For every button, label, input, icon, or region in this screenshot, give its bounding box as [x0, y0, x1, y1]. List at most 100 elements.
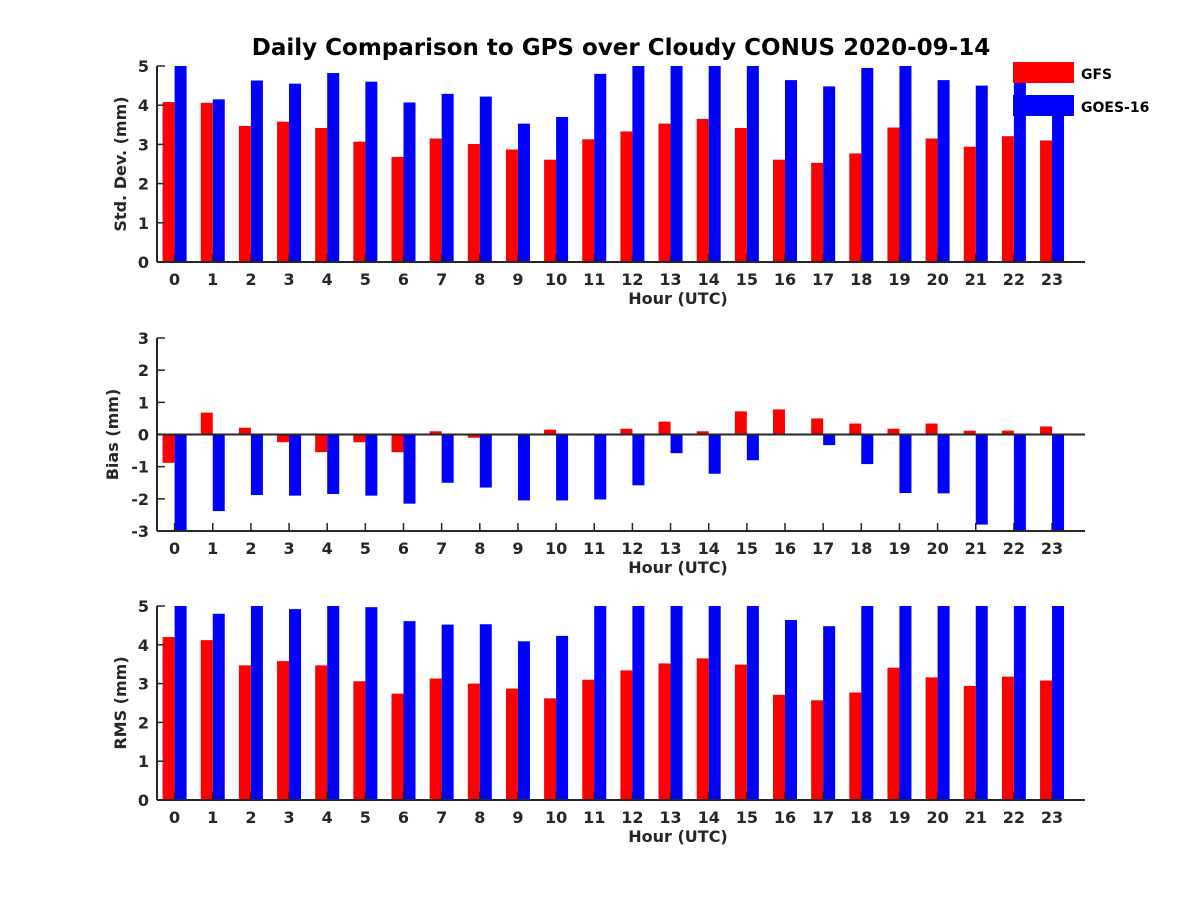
- bar-goes16-5: [365, 607, 378, 800]
- x-tick-label: 23: [1041, 270, 1063, 289]
- bar-goes16-17: [823, 86, 836, 262]
- bar-goes16-0: [174, 434, 187, 531]
- bar-goes16-21: [975, 606, 988, 800]
- bar-goes16-7: [441, 434, 454, 483]
- x-tick-label: 1: [207, 808, 218, 827]
- bar-gfs-13: [658, 663, 671, 800]
- bar-goes16-22: [1013, 77, 1026, 262]
- bar-goes16-4: [327, 606, 340, 800]
- bar-gfs-20: [925, 138, 938, 262]
- bar-goes16-18: [861, 67, 874, 263]
- bar-gfs-20: [925, 677, 938, 800]
- bar-gfs-3: [277, 121, 290, 262]
- bar-goes16-1: [212, 434, 225, 512]
- x-tick-label: 12: [621, 270, 643, 289]
- x-tick-label: 13: [659, 270, 681, 289]
- bar-gfs-11: [582, 139, 595, 262]
- x-tick-label: 20: [926, 539, 948, 558]
- x-tick-label: 8: [474, 270, 485, 289]
- x-tick-label: 22: [1003, 539, 1025, 558]
- x-tick-label: 8: [474, 539, 485, 558]
- bar-gfs-3: [277, 434, 290, 443]
- bar-gfs-11: [582, 679, 595, 800]
- x-tick-label: 10: [545, 270, 567, 289]
- bar-gfs-7: [429, 678, 442, 800]
- bar-gfs-5: [353, 141, 366, 262]
- bar-goes16-5: [365, 81, 378, 263]
- bar-goes16-15: [746, 606, 759, 800]
- bar-goes16-14: [708, 66, 721, 262]
- x-tick-label: 18: [850, 539, 872, 558]
- x-tick-label: 4: [322, 808, 333, 827]
- bar-gfs-12: [620, 428, 633, 435]
- x-tick-label: 19: [888, 539, 910, 558]
- y-tick-label: -3: [131, 522, 149, 541]
- x-tick-label: 16: [774, 808, 796, 827]
- y-tick-label: 1: [138, 393, 149, 412]
- y-tick-label: 2: [138, 175, 149, 194]
- x-tick-label: 16: [774, 270, 796, 289]
- bar-gfs-19: [887, 127, 900, 262]
- bar-gfs-6: [391, 156, 404, 262]
- y-tick-label: 3: [138, 135, 149, 154]
- x-tick-label: 3: [283, 270, 294, 289]
- x-tick-label: 8: [474, 808, 485, 827]
- x-tick-label: 0: [169, 539, 180, 558]
- x-tick-label: 19: [888, 808, 910, 827]
- bar-goes16-10: [556, 116, 569, 263]
- x-tick-label: 7: [436, 539, 447, 558]
- y-tick-label: 5: [138, 597, 149, 616]
- bar-gfs-2: [238, 125, 251, 262]
- legend: GFS GOES-16: [1013, 62, 1149, 116]
- bar-gfs-7: [429, 431, 442, 435]
- bar-gfs-19: [887, 428, 900, 435]
- bar-gfs-23: [1040, 680, 1053, 800]
- y-tick-label: 3: [138, 675, 149, 694]
- y-tick-label: 2: [138, 713, 149, 732]
- x-tick-label: 5: [360, 808, 371, 827]
- bar-goes16-20: [937, 434, 950, 494]
- bar-gfs-8: [467, 144, 480, 262]
- bar-goes16-13: [670, 66, 683, 262]
- bar-goes16-2: [250, 434, 263, 495]
- x-tick-label: 9: [512, 270, 523, 289]
- bar-goes16-16: [785, 619, 797, 800]
- bar-gfs-19: [887, 667, 900, 800]
- y-tick-label: 5: [138, 57, 149, 76]
- bar-goes16-5: [365, 434, 378, 496]
- x-tick-label: 10: [545, 539, 567, 558]
- bar-gfs-3: [277, 661, 290, 800]
- bar-goes16-23: [1052, 606, 1065, 800]
- x-tick-label: 18: [850, 270, 872, 289]
- bar-gfs-1: [200, 102, 213, 262]
- bar-goes16-7: [441, 93, 454, 262]
- bar-goes16-7: [441, 624, 454, 800]
- bar-gfs-15: [734, 127, 747, 262]
- x-tick-label: 3: [283, 539, 294, 558]
- legend-label-gfs: GFS: [1081, 67, 1112, 83]
- bar-gfs-1: [200, 640, 213, 800]
- x-tick-label: 6: [398, 270, 409, 289]
- bar-goes16-22: [1013, 606, 1026, 800]
- bar-gfs-9: [505, 688, 518, 800]
- bar-goes16-21: [975, 434, 988, 525]
- bar-goes16-15: [746, 434, 759, 461]
- bar-goes16-2: [250, 80, 263, 262]
- bar-goes16-4: [327, 73, 340, 262]
- y-tick-label: 1: [138, 214, 149, 233]
- x-tick-label: 13: [659, 808, 681, 827]
- bar-goes16-8: [479, 96, 492, 262]
- bar-goes16-19: [899, 66, 912, 262]
- x-tick-label: 5: [360, 539, 371, 558]
- bar-gfs-4: [315, 127, 328, 262]
- legend-swatch-goes16: [1013, 95, 1074, 116]
- bar-gfs-0: [162, 637, 175, 800]
- x-tick-label: 14: [698, 808, 720, 827]
- bar-goes16-3: [289, 83, 302, 262]
- chart-title: Daily Comparison to GPS over Cloudy CONU…: [252, 35, 990, 61]
- bar-goes16-6: [403, 434, 416, 504]
- legend-label-goes16: GOES-16: [1081, 100, 1149, 116]
